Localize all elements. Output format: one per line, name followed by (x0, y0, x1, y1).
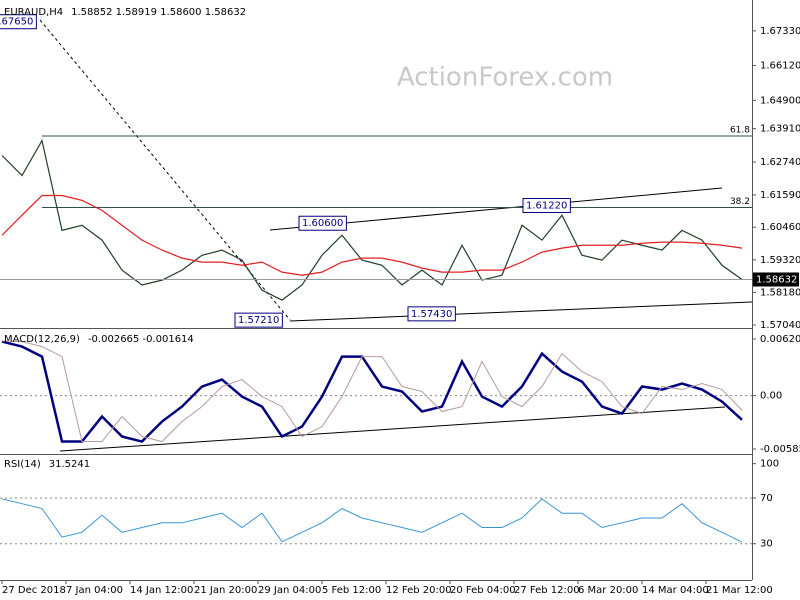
panel-readout: -0.002665 -0.001614 (88, 334, 194, 345)
panel-title: EURAUD,H4 (4, 7, 63, 18)
trendline (59, 406, 726, 452)
panel-title: MACD(12,26,9) (4, 334, 80, 345)
y-tick-label: 1.62740 (760, 157, 800, 168)
x-tick-label: 12 Feb 20:00 (386, 585, 452, 596)
series-line (1, 340, 743, 443)
x-tick-label: 7 Jan 04:00 (66, 585, 123, 596)
y-tick-label: 1.61590 (760, 190, 800, 201)
y-tick-label: 1.67330 (760, 26, 800, 37)
x-tick-label: 14 Mar 04:00 (642, 585, 709, 596)
x-tick-label: 20 Feb 04:00 (450, 585, 516, 596)
annotation-box (0, 14, 37, 30)
x-tick-label: 14 Jan 12:00 (130, 585, 193, 596)
annotation-box (298, 215, 347, 231)
current-price-label: 1.58632 (756, 274, 797, 285)
panel-title: RSI(14) (4, 459, 41, 470)
annotation-box (522, 198, 571, 214)
series-line (1, 340, 743, 443)
y-tick-label: 30 (760, 539, 773, 550)
annotation-label: 1.67650 (0, 17, 33, 28)
y-tick-label: 1.63910 (760, 124, 800, 135)
y-tick-label: 1.58180 (760, 287, 800, 298)
series-line (1, 498, 743, 543)
x-tick-label: 5 Feb 12:00 (322, 585, 381, 596)
x-tick-label: 27 Feb 12:00 (514, 585, 580, 596)
annotation-box (407, 306, 456, 322)
current-price-box (753, 272, 799, 287)
watermark: ActionForex.com (397, 63, 613, 93)
x-tick-label: 27 Dec 2018 (2, 585, 66, 596)
annotation-label: 1.61220 (526, 201, 567, 212)
y-tick-label: -0.005858 (760, 444, 800, 455)
y-tick-label: 1.60460 (760, 222, 800, 233)
y-tick-label: 1.57040 (760, 320, 800, 331)
y-tick-label: 100 (760, 459, 779, 470)
x-tick-label: 6 Mar 20:00 (578, 585, 638, 596)
frame (0, 0, 753, 581)
annotation-box (234, 312, 283, 328)
annotation-label: 1.57430 (411, 309, 452, 320)
x-tick-label: 21 Mar 12:00 (706, 585, 773, 596)
panel-readout: 31.5241 (49, 459, 90, 470)
annotation-label: 1.60600 (302, 218, 343, 229)
trendline (289, 301, 753, 322)
series-line (1, 194, 743, 276)
y-tick-label: 1.64900 (760, 95, 800, 106)
panel-readout: 1.58852 1.58919 1.58600 1.58632 (71, 7, 246, 18)
y-tick-label: 70 (760, 493, 773, 504)
x-tick-label: 21 Jan 20:00 (194, 585, 257, 596)
fib-label: 61.8 (730, 126, 750, 136)
annotation-label: 1.57210 (238, 315, 279, 326)
y-tick-label: 1.66120 (760, 60, 800, 71)
y-tick-label: 0.00 (760, 391, 782, 402)
fib-label: 38.2 (730, 197, 750, 207)
x-tick-label: 29 Jan 04:00 (258, 585, 321, 596)
series-line (1, 138, 743, 301)
y-tick-label: 1.59320 (760, 255, 800, 266)
y-tick-label: 0.006201 (760, 334, 800, 345)
